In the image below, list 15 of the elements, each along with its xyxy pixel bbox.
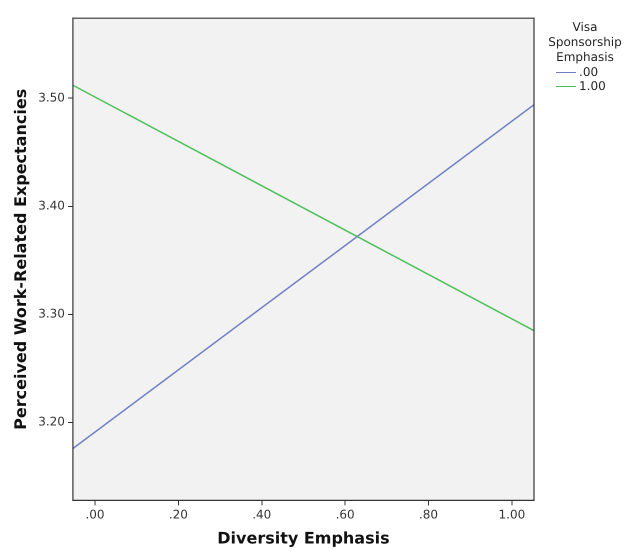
y-tick-label: 3.30 <box>38 306 65 321</box>
x-tick-label: .40 <box>252 508 272 522</box>
y-tick-label: 3.20 <box>38 414 65 429</box>
y-tick-label: 3.40 <box>38 198 65 212</box>
legend-label: .00 <box>579 65 598 79</box>
x-tick-label: .20 <box>168 508 188 522</box>
x-tick-label: 1.00 <box>498 508 526 522</box>
y-tick-label: 3.50 <box>38 90 65 104</box>
x-tick-label: .00 <box>85 508 105 522</box>
legend-label: 1.00 <box>579 79 606 93</box>
legend-title: Visa Sponsorship Emphasis <box>547 20 623 65</box>
x-axis-title: Diversity Emphasis <box>217 528 390 548</box>
x-tick-label: .60 <box>336 508 355 522</box>
y-axis-title: Perceived Work-Related Expectancies <box>10 88 30 430</box>
x-tick-label: .80 <box>418 508 438 522</box>
